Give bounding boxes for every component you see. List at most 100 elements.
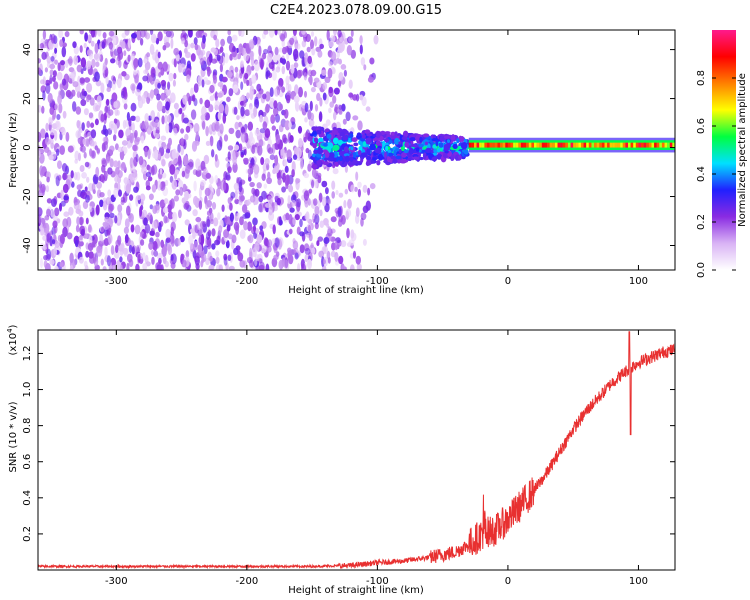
heatmap-cell — [591, 142, 595, 148]
heatmap-cell — [40, 79, 45, 85]
heatmap-cell — [248, 106, 253, 115]
heatmap-cell — [100, 258, 104, 266]
heatmap-cell — [152, 240, 158, 251]
heatmap-cell — [108, 30, 115, 37]
heatmap-cell — [217, 212, 221, 221]
heatmap-cell — [332, 137, 339, 145]
heatmap-cell — [193, 83, 199, 93]
heatmap-cell — [249, 181, 255, 188]
heatmap-cell — [169, 92, 176, 103]
heatmap-cell — [195, 216, 202, 223]
heatmap-cell — [396, 159, 402, 164]
colorbar-strip — [712, 30, 736, 270]
heatmap-cell — [127, 54, 131, 62]
heatmap-cell — [69, 264, 74, 270]
heatmap-cell — [76, 64, 83, 73]
heatmap-cell — [292, 240, 299, 250]
heatmap-cell — [103, 140, 108, 151]
heatmap-cell — [322, 161, 330, 166]
heatmap-cell — [108, 203, 113, 214]
heatmap-cell — [299, 244, 305, 254]
heatmap-cell — [260, 157, 265, 165]
heatmap-cell — [586, 142, 589, 148]
heatmap-cell — [304, 254, 309, 263]
heatmap-cell — [124, 30, 130, 36]
heatmap-cell — [211, 243, 216, 250]
heatmap-cell — [96, 148, 100, 154]
heatmap-cell — [188, 96, 192, 106]
heatmap-cell — [570, 142, 574, 148]
heatmap-cell — [193, 123, 200, 134]
heatmap-cell — [331, 191, 336, 199]
heatmap-cell — [117, 160, 121, 169]
heatmap-cell — [139, 38, 144, 46]
y-tick-label: -20 — [22, 188, 33, 204]
heatmap-cell — [187, 30, 193, 38]
heatmap-cell — [347, 198, 352, 209]
heatmap-cell — [234, 66, 239, 73]
heatmap-cell — [607, 142, 610, 148]
heatmap-cell — [229, 202, 233, 211]
heatmap-cell — [38, 150, 41, 159]
heatmap-cell — [202, 221, 207, 228]
heatmap-cell — [311, 126, 317, 131]
heatmap-cell — [118, 129, 124, 139]
heatmap-cell — [117, 235, 122, 246]
y-tick-label: 0.4 — [22, 490, 33, 506]
heatmap-cell — [280, 33, 286, 42]
heatmap-cell — [210, 47, 216, 53]
heatmap-cell — [352, 152, 357, 159]
heatmap-cell — [225, 174, 231, 181]
heatmap-cell — [352, 250, 357, 259]
heatmap-cell — [152, 205, 158, 214]
heatmap-cell — [100, 113, 105, 123]
heatmap-cell — [76, 120, 81, 129]
heatmap-cell — [285, 212, 290, 221]
heatmap-cell — [38, 58, 41, 64]
heatmap-cell — [203, 154, 210, 165]
heatmap-cell — [244, 212, 251, 219]
heatmap-cell — [163, 144, 168, 150]
heatmap-cell — [53, 81, 59, 90]
heatmap-cell — [51, 198, 57, 208]
heatmap-cell — [276, 251, 280, 257]
heatmap-cell — [81, 122, 85, 131]
heatmap-cell — [301, 30, 306, 35]
snr-frame — [37, 329, 676, 571]
heatmap-cell — [113, 187, 119, 198]
heatmap-cell — [205, 140, 211, 146]
heatmap-cell — [310, 69, 317, 77]
heatmap-cell — [86, 138, 90, 147]
heatmap-cell — [50, 55, 55, 62]
colorbar-label: Normalized spectral amplitude — [737, 73, 748, 227]
colorbar-tick-label: 0.2 — [696, 214, 707, 230]
heatmap-cell — [369, 57, 375, 65]
heatmap-cell — [163, 215, 168, 224]
heatmap-cell — [308, 76, 313, 83]
heatmap-cell — [251, 187, 256, 195]
heatmap-cell — [148, 241, 154, 250]
heatmap-cell — [38, 214, 42, 224]
heatmap-cell — [249, 259, 254, 268]
heatmap-cell — [170, 236, 175, 247]
heatmap-cell — [419, 136, 423, 143]
heatmap-cell — [332, 144, 340, 151]
heatmap-cell — [167, 81, 171, 90]
heatmap-cell — [180, 137, 184, 147]
heatmap-cell — [161, 83, 166, 90]
heatmap-cell — [62, 110, 67, 119]
heatmap-cell — [38, 67, 42, 75]
heatmap-cell — [104, 216, 110, 223]
heatmap-cell — [183, 138, 187, 150]
heatmap-cell — [233, 106, 238, 115]
heatmap-cell — [52, 239, 56, 245]
heatmap-cell — [47, 92, 53, 104]
heatmap-cell — [310, 39, 314, 50]
heatmap-cell — [384, 131, 391, 135]
heatmap-cell — [322, 92, 327, 101]
heatmap-cell — [156, 93, 161, 101]
heatmap-cell — [227, 151, 231, 161]
heatmap-cell — [272, 69, 277, 81]
heatmap-cell — [507, 142, 511, 148]
heatmap-cell — [327, 198, 332, 205]
